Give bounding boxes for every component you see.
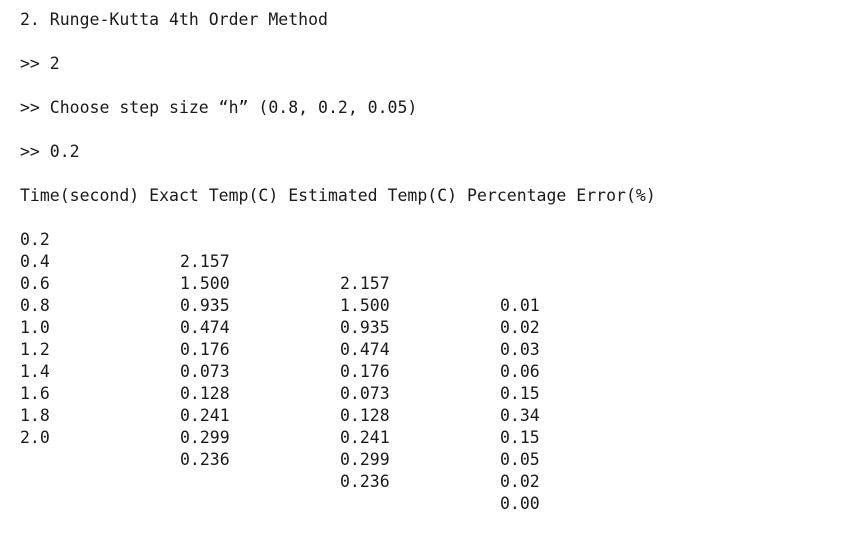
- percentage-error-cell: 0.05: [500, 450, 540, 469]
- exact-temp-cell: 2.157: [180, 252, 230, 271]
- time-cell: 0.8: [20, 296, 50, 315]
- exact-temp-cell: 0.176: [180, 340, 230, 359]
- exact-temp-cell: 0.241: [180, 406, 230, 425]
- estimated-temp-cell: 0.474: [340, 340, 390, 359]
- percentage-error-cell: 0.03: [500, 340, 540, 359]
- exact-temp-cell: 0.236: [180, 450, 230, 469]
- estimated-temp-cell: 0.241: [340, 428, 390, 447]
- percentage-error-cell: 0.15: [500, 384, 540, 403]
- time-cell: 2.0: [20, 428, 50, 447]
- exact-temp-cell: 0.935: [180, 296, 230, 315]
- table-row: 0.6 0.935 0.935 0.03: [20, 251, 540, 359]
- table-header: Time(second) Exact Temp(C) Estimated Tem…: [20, 186, 656, 205]
- estimated-temp-cell: 0.073: [340, 384, 390, 403]
- exact-temp-cell: 0.128: [180, 384, 230, 403]
- time-cell: 0.2: [20, 230, 50, 249]
- estimated-temp-cell: 0.176: [340, 362, 390, 381]
- step-size-prompt: >> Choose step size “h” (0.8, 0.2, 0.05): [20, 98, 418, 117]
- table-row: 1.4 0.128 0.128 0.15: [20, 339, 540, 447]
- time-cell: 1.4: [20, 362, 50, 381]
- percentage-error-cell: 0.01: [500, 296, 540, 315]
- table-row: 1.0 0.176 0.176 0.15: [20, 295, 540, 403]
- table-row: 1.8 0.299 0.299 0.02: [20, 383, 540, 491]
- percentage-error-cell: 0.34: [500, 406, 540, 425]
- exact-temp-cell: 0.073: [180, 362, 230, 381]
- table-row: 0.4 1.500 1.500 0.02: [20, 229, 540, 337]
- percentage-error-cell: 0.02: [500, 472, 540, 491]
- percentage-error-cell: 0.02: [500, 318, 540, 337]
- estimated-temp-cell: 0.935: [340, 318, 390, 337]
- table-row: 1.2 0.073 0.073 0.34: [20, 317, 540, 425]
- estimated-temp-cell: 2.157: [340, 274, 390, 293]
- percentage-error-cell: 0.00: [500, 494, 540, 513]
- menu-option-line: 2. Runge-Kutta 4th Order Method: [20, 10, 328, 29]
- percentage-error-cell: 0.15: [500, 428, 540, 447]
- table-row: 0.2 2.157 2.157 0.01: [20, 207, 540, 315]
- input-choice-line: >> 2: [20, 54, 60, 73]
- estimated-temp-cell: 0.299: [340, 450, 390, 469]
- exact-temp-cell: 1.500: [180, 274, 230, 293]
- table-row: 0.8 0.474 0.474 0.06: [20, 273, 540, 381]
- exact-temp-cell: 0.299: [180, 428, 230, 447]
- percentage-error-cell: 0.06: [500, 362, 540, 381]
- estimated-temp-cell: 1.500: [340, 296, 390, 315]
- estimated-temp-cell: 0.128: [340, 406, 390, 425]
- input-step-line: >> 0.2: [20, 142, 80, 161]
- time-cell: 0.4: [20, 252, 50, 271]
- time-cell: 0.6: [20, 274, 50, 293]
- time-cell: 1.8: [20, 406, 50, 425]
- time-cell: 1.6: [20, 384, 50, 403]
- table-row: 2.0 0.236 0.236 0.00: [20, 405, 540, 513]
- time-cell: 1.0: [20, 318, 50, 337]
- estimated-temp-cell: 0.236: [340, 472, 390, 491]
- time-cell: 1.2: [20, 340, 50, 359]
- table-row: 1.6 0.241 0.241 0.05: [20, 361, 540, 469]
- exact-temp-cell: 0.474: [180, 318, 230, 337]
